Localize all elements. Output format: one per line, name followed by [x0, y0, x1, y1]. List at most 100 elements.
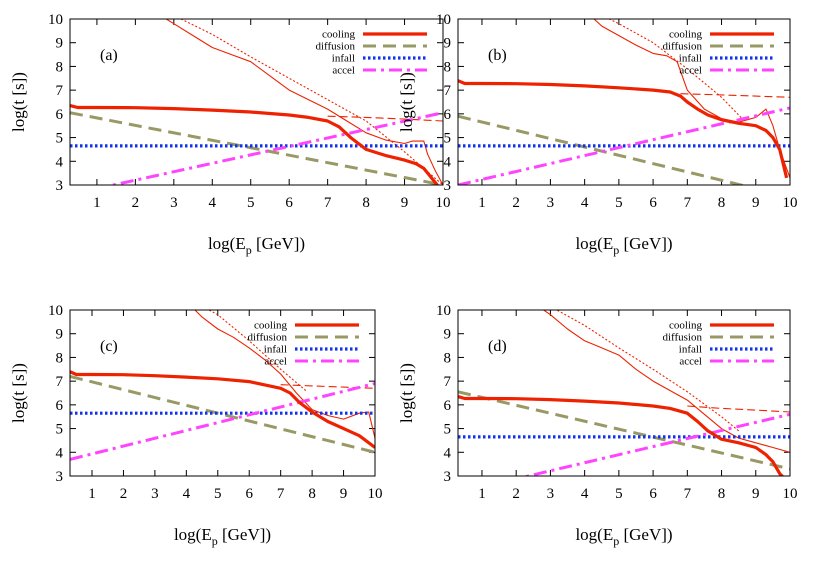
x-tick-label: 3 [547, 195, 555, 211]
y-tick-label: 7 [444, 374, 452, 390]
series-accel [106, 111, 443, 185]
y-tick-label: 5 [56, 422, 64, 438]
panel-label: (d) [488, 338, 507, 355]
x-tick-label: 3 [170, 195, 178, 211]
x-tick-label: 8 [718, 486, 726, 502]
series-cooling-dotted [555, 310, 740, 432]
legend-label: cooling [669, 320, 702, 332]
x-tick-label: 4 [581, 486, 589, 502]
x-axis-title-sub: p [613, 243, 619, 257]
panel-2: 1 2 3 4 5 6 7 8 9 10345678910(b)coolingdiffusioni… [397, 12, 798, 257]
x-tick-label: 5 [615, 195, 623, 211]
legend-label: infall [332, 53, 355, 65]
series-cooling-dashed [280, 384, 375, 389]
x-axis-title-sub: p [613, 534, 619, 548]
y-tick-label: 10 [436, 12, 451, 28]
series-cooling-dashed [680, 93, 790, 98]
x-axis-title-main: log(E [208, 234, 246, 253]
x-axis-title-main: log(E [575, 234, 613, 253]
y-tick-label: 9 [56, 327, 64, 343]
legend-label: diffusion [662, 41, 702, 53]
legend-label: cooling [322, 29, 355, 41]
y-tick-label: 10 [436, 303, 451, 319]
y-tick-label: 4 [56, 154, 64, 170]
panel-label: (a) [100, 47, 118, 64]
y-tick-label: 8 [56, 350, 64, 366]
y-tick-label: 3 [444, 469, 452, 485]
x-tick-label: 7 [684, 195, 692, 211]
panel-3: 1 2 3 4 5 6 7 8 9 10 3 4 5 6 7 8 9 10 (c) coolingdiffusioni… [9, 303, 383, 548]
y-tick-label: 7 [56, 374, 64, 390]
x-tick-label: 8 [308, 486, 316, 502]
y-tick-label: 4 [444, 445, 452, 461]
y-axis-title: log(t [s]) [9, 363, 28, 423]
x-axis-title-tail: [GeV]) [619, 234, 672, 253]
legend-label: infall [679, 53, 702, 65]
series-cooling-thin [593, 19, 790, 179]
y-tick-label: 6 [56, 107, 64, 123]
y-tick-label: 3 [56, 178, 64, 194]
x-tick-label: 6 [649, 195, 657, 211]
x-axis-title: log(Ep [GeV]) [208, 234, 305, 257]
y-tick-label: 5 [444, 422, 452, 438]
panel-label: (c) [100, 338, 118, 355]
x-tick-label: 10 [783, 195, 798, 211]
y-axis-title: log(t [s]) [397, 72, 416, 132]
x-axis-title-tail: [GeV]) [218, 525, 271, 544]
x-tick-label: 5 [247, 195, 255, 211]
x-axis-title: log(Ep [GeV]) [575, 234, 672, 257]
x-tick-label: 4 [183, 486, 191, 502]
x-tick-label: 2 [512, 195, 520, 211]
series-cooling-total [458, 395, 785, 476]
legend-label: accel [679, 65, 702, 77]
legend-label: diffusion [247, 332, 287, 344]
x-tick-label: 9 [401, 195, 409, 211]
panel-label: (b) [488, 47, 507, 64]
y-tick-label: 9 [444, 327, 452, 343]
y-tick-label: 6 [444, 107, 452, 123]
x-axis-title: log(Ep [GeV]) [575, 525, 672, 548]
legend-label: diffusion [662, 332, 702, 344]
x-axis-title-sub: p [246, 243, 252, 257]
series-cooling-total [70, 370, 375, 449]
y-tick-label: 3 [444, 178, 452, 194]
legend-label: diffusion [315, 41, 355, 53]
series-diffusion [70, 374, 375, 454]
y-tick-label: 8 [444, 350, 452, 366]
series-group [70, 310, 375, 461]
legend-label: accel [332, 65, 355, 77]
x-tick-label: 6 [649, 486, 657, 502]
series-group [70, 19, 443, 185]
y-tick-label: 6 [56, 398, 64, 414]
plot-frame [457, 309, 791, 477]
x-tick-label: 1 [93, 195, 101, 211]
x-tick-label: 7 [324, 195, 332, 211]
y-tick-label: 8 [56, 59, 64, 75]
y-tick-label: 9 [56, 36, 64, 52]
x-tick-label: 2 [512, 486, 520, 502]
panel-1: 1 2 3 4 5 6 7 8 9 10345678910(a)coolingdiffusioni… [9, 12, 451, 257]
series-diffusion [70, 111, 443, 185]
x-tick-label: 1 [478, 486, 486, 502]
series-cooling-dotted [207, 310, 307, 392]
x-tick-label: 3 [547, 486, 555, 502]
series-cooling-dotted [179, 19, 443, 185]
series-accel [458, 106, 790, 185]
series-diffusion [458, 390, 790, 471]
x-tick-label: 10 [783, 486, 798, 502]
x-tick-label: 5 [214, 486, 222, 502]
x-tick-label: 6 [285, 195, 293, 211]
y-tick-label: 7 [444, 83, 452, 99]
x-tick-label: 8 [362, 195, 370, 211]
y-tick-label: 5 [444, 131, 452, 147]
series-cooling-dashed [687, 405, 790, 413]
x-tick-label: 7 [684, 486, 692, 502]
x-axis-title-tail: [GeV]) [252, 234, 305, 253]
legend-label: infall [679, 344, 702, 356]
y-tick-label: 5 [56, 131, 64, 147]
x-tick-label: 9 [752, 195, 760, 211]
y-axis-title: log(t [s]) [397, 363, 416, 423]
y-tick-label: 3 [56, 469, 64, 485]
series-cooling-thin [165, 19, 443, 185]
